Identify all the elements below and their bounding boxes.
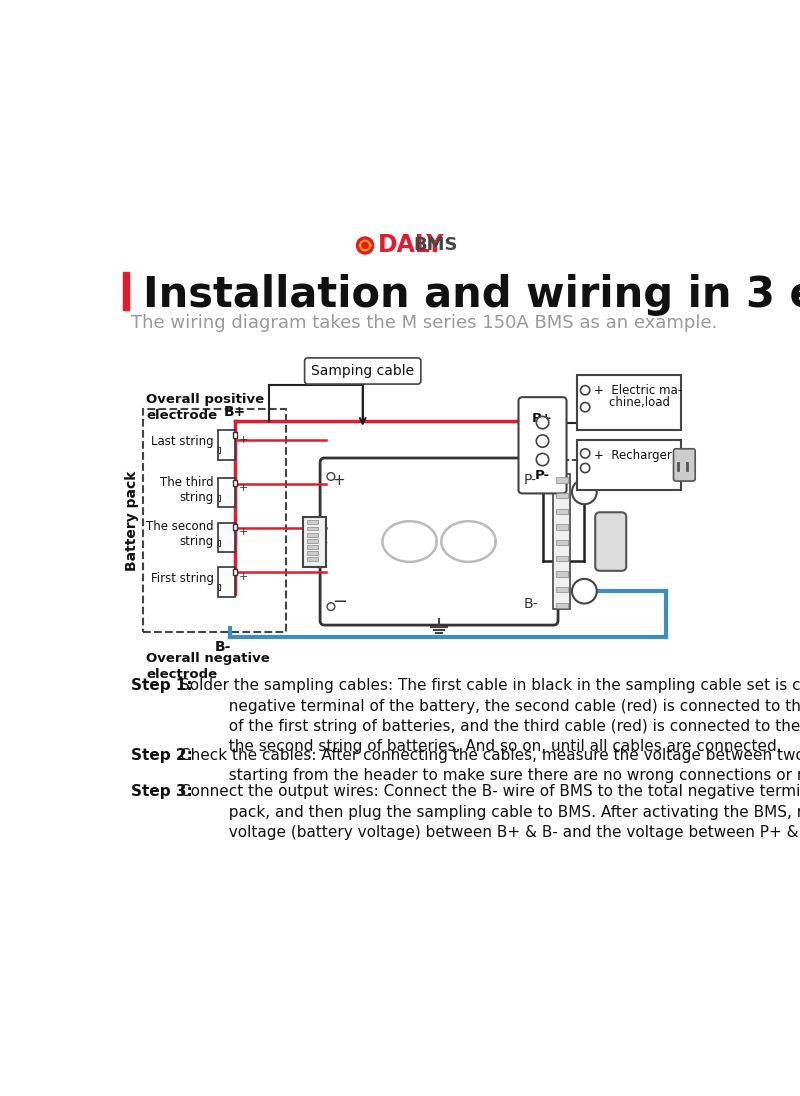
Bar <box>218 539 220 546</box>
Text: +  Recharger: + Recharger <box>594 448 672 461</box>
Text: B+: B+ <box>224 404 246 419</box>
Text: First string: First string <box>151 572 214 585</box>
Text: The third
string: The third string <box>160 476 214 503</box>
Text: +: + <box>238 572 248 582</box>
Text: The second
string: The second string <box>146 521 214 548</box>
Text: +: + <box>333 473 346 489</box>
Bar <box>234 569 237 575</box>
Circle shape <box>572 579 597 604</box>
Text: Overall positive
electrode: Overall positive electrode <box>146 393 265 422</box>
Bar <box>234 432 237 438</box>
Text: Connect the output wires: Connect the B- wire of BMS to the total negative termi: Connect the output wires: Connect the B-… <box>180 785 800 841</box>
Bar <box>307 551 318 555</box>
Text: DALY: DALY <box>378 233 444 258</box>
FancyBboxPatch shape <box>595 512 626 571</box>
Text: Check the cables: After connecting the cables, measure the voltage between two a: Check the cables: After connecting the c… <box>180 747 800 783</box>
FancyBboxPatch shape <box>674 448 695 481</box>
Circle shape <box>581 386 590 395</box>
Text: The wiring diagram takes the M series 150A BMS as an example.: The wiring diagram takes the M series 15… <box>131 315 718 332</box>
Circle shape <box>327 472 335 480</box>
Bar <box>556 477 568 482</box>
Text: Step 2:: Step 2: <box>131 747 193 763</box>
Text: Battery pack: Battery pack <box>125 470 138 571</box>
Bar <box>556 524 568 529</box>
Text: +  Electric ma-: + Electric ma- <box>594 384 682 397</box>
Text: P-: P- <box>524 473 537 488</box>
Text: +: + <box>238 435 248 445</box>
Bar <box>218 568 235 596</box>
Bar <box>307 539 318 543</box>
Bar <box>554 475 570 609</box>
Text: B-: B- <box>214 640 231 653</box>
Circle shape <box>357 237 374 254</box>
Bar <box>234 480 237 486</box>
Bar <box>556 540 568 546</box>
Text: Installation and wiring in 3 easy steps: Installation and wiring in 3 easy steps <box>142 274 800 316</box>
Text: Samping cable: Samping cable <box>311 364 414 378</box>
Bar <box>234 524 237 530</box>
Text: Step 3:: Step 3: <box>131 785 193 799</box>
Bar <box>307 545 318 549</box>
FancyBboxPatch shape <box>518 397 566 493</box>
Text: Solder the sampling cables: The first cable in black in the sampling cable set i: Solder the sampling cables: The first ca… <box>180 678 800 754</box>
Bar <box>556 509 568 514</box>
Text: −: − <box>333 593 348 612</box>
Bar <box>218 584 220 591</box>
Bar <box>556 571 568 576</box>
Circle shape <box>362 242 368 249</box>
Text: P-: P- <box>535 469 550 482</box>
Bar <box>218 447 220 454</box>
Bar <box>556 493 568 499</box>
Bar <box>218 523 235 552</box>
Bar <box>307 533 318 537</box>
FancyBboxPatch shape <box>578 439 682 490</box>
Circle shape <box>536 416 549 429</box>
Circle shape <box>536 454 549 466</box>
Bar <box>307 526 318 530</box>
Bar <box>218 431 235 459</box>
Circle shape <box>581 402 590 412</box>
Bar <box>303 516 326 567</box>
Circle shape <box>581 464 590 472</box>
Bar <box>218 495 220 501</box>
FancyBboxPatch shape <box>578 375 682 431</box>
Circle shape <box>536 435 549 447</box>
Text: Overall negative
electrode: Overall negative electrode <box>146 652 270 681</box>
Bar <box>218 478 235 507</box>
Text: Last string: Last string <box>151 435 214 448</box>
Text: BMS: BMS <box>413 237 458 254</box>
Text: +: + <box>238 482 248 492</box>
Text: +: + <box>238 527 248 537</box>
Bar <box>325 530 326 553</box>
Circle shape <box>327 603 335 610</box>
Bar <box>556 556 568 561</box>
Bar <box>556 603 568 608</box>
Bar <box>307 521 318 524</box>
Text: B-: B- <box>524 597 538 612</box>
Circle shape <box>359 239 371 252</box>
Text: Step 1:: Step 1: <box>131 678 193 694</box>
Bar <box>307 558 318 561</box>
Bar <box>556 587 568 593</box>
Circle shape <box>581 448 590 458</box>
Circle shape <box>572 480 597 504</box>
FancyBboxPatch shape <box>320 458 558 625</box>
FancyBboxPatch shape <box>305 358 421 384</box>
Text: chine,load: chine,load <box>594 397 670 410</box>
Text: P+: P+ <box>532 412 553 425</box>
Bar <box>123 272 129 310</box>
